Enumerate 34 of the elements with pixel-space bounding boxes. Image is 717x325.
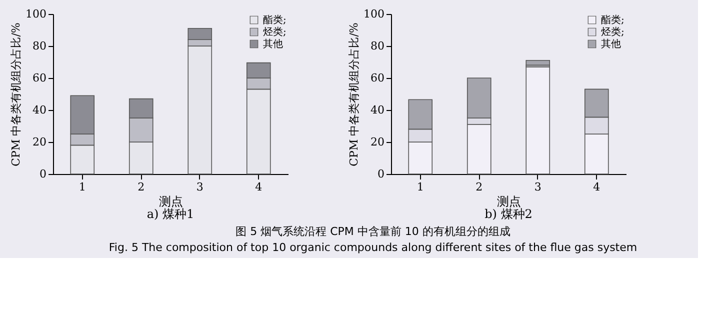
caption: Fig. 5 The composition of top 10 organic compounds along different sites of the flue gas system — [108, 241, 638, 254]
y-tick-label: 20 — [32, 136, 46, 148]
x-tick-label: 2 — [476, 180, 483, 194]
y-tick-label: 60 — [32, 72, 46, 84]
y-axis-title: CPM 中各类有机组分占比/% — [10, 22, 23, 166]
y-tick-label: 80 — [32, 40, 46, 52]
x-tick-label: 2 — [138, 180, 145, 194]
y-tick-label: 0 — [378, 168, 384, 180]
y-tick-label: 60 — [370, 72, 384, 84]
x-tick-label: 4 — [593, 180, 600, 194]
legend-label: 烃类; — [601, 26, 624, 38]
legend-label: 其他 — [601, 38, 621, 50]
x-tick-label: 1 — [416, 180, 424, 194]
caption: 图 5 烟气系统沿程 CPM 中含量前 10 的有机组分的组成 — [236, 225, 510, 238]
legend-label: 酯类; — [263, 14, 286, 26]
text: b) 煤种2 — [484, 207, 532, 221]
legend-label: 烃类; — [263, 26, 286, 38]
text: a) 煤种1 — [146, 207, 194, 221]
y-tick-label: 40 — [32, 104, 46, 116]
y-tick-label: 100 — [364, 8, 384, 20]
y-axis-title: CPM 中各类有机组分占比/% — [348, 22, 361, 166]
legend-label: 酯类; — [601, 14, 624, 26]
y-tick-label: 0 — [40, 168, 46, 180]
x-axis-title: 测点 — [497, 194, 521, 208]
y-tick-label: 40 — [370, 104, 384, 116]
x-tick-label: 3 — [196, 180, 204, 194]
x-tick-label: 3 — [534, 180, 542, 194]
y-tick-label: 20 — [370, 136, 384, 148]
y-tick-label: 100 — [26, 8, 46, 20]
legend-label: 其他 — [263, 38, 283, 50]
y-tick-label: 80 — [370, 40, 384, 52]
x-axis-title: 测点 — [159, 194, 183, 208]
x-tick-label: 4 — [255, 180, 262, 194]
x-tick-label: 1 — [78, 180, 86, 194]
